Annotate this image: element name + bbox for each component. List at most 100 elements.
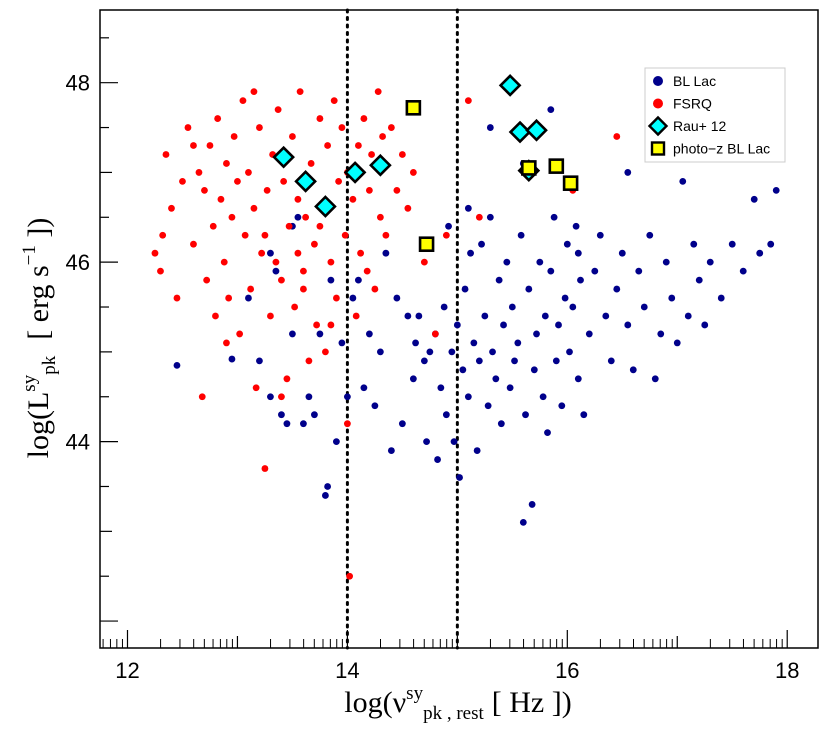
bl-lac-point	[245, 294, 252, 302]
fsrq-point	[393, 186, 401, 194]
fsrq-point	[225, 294, 233, 302]
legend-box	[644, 67, 786, 163]
bl-lac-point	[539, 393, 547, 401]
bl-lac-point	[486, 124, 494, 131]
bl-lac-point	[544, 429, 551, 437]
x-tick-label: 12	[115, 658, 139, 683]
bl-lac-point	[541, 312, 549, 320]
bl-lac-point	[283, 420, 291, 428]
bl-lac-point	[580, 411, 588, 419]
fsrq-point	[220, 258, 228, 266]
fsrq-point	[346, 572, 353, 580]
bl-lac-point	[343, 393, 351, 401]
bl-lac-point	[511, 357, 518, 365]
legend-marker-0	[653, 76, 663, 86]
legend-label: BL Lac	[673, 73, 716, 89]
fsrq-point	[250, 88, 258, 96]
plot-frame	[99, 9, 819, 649]
fsrq-point	[365, 186, 373, 194]
bl-lac-point	[577, 276, 584, 284]
photoz-bl-lac-point	[405, 100, 422, 116]
fsrq-point	[363, 267, 371, 275]
bl-lac-point	[492, 375, 500, 383]
bl-lac-point	[434, 456, 441, 463]
fsrq-point	[330, 97, 338, 105]
bl-lac-point	[360, 384, 368, 392]
bl-lac-point	[558, 402, 566, 410]
bl-lac-point	[475, 357, 483, 365]
bl-lac-point	[497, 420, 505, 428]
fsrq-point	[382, 231, 390, 239]
bl-lac-point	[613, 285, 621, 293]
bl-lac-point	[470, 339, 478, 347]
fsrq-point	[184, 124, 192, 131]
bl-lac-point	[481, 312, 489, 320]
bl-lac-point	[640, 303, 648, 311]
fsrq-point	[263, 186, 271, 194]
fsrq-point	[324, 142, 332, 149]
bl-lac-point	[547, 267, 555, 275]
y-label-superscript: sy	[19, 374, 40, 391]
x-label-prefix: log(	[344, 686, 392, 719]
bl-lac-point	[772, 186, 780, 194]
fsrq-point	[223, 339, 230, 347]
rau12-point	[369, 153, 392, 177]
fsrq-point	[327, 258, 335, 266]
bl-lac-point	[311, 411, 318, 419]
y-tick-label: 46	[66, 250, 90, 275]
fsrq-point	[162, 151, 170, 158]
photoz-bl-lac-point	[418, 236, 435, 253]
bl-lac-point	[300, 420, 307, 428]
fsrq-point	[228, 213, 236, 221]
fsrq-point	[258, 249, 266, 257]
bl-lac-point	[717, 294, 725, 302]
bl-lac-point	[574, 375, 582, 383]
fsrq-point	[206, 142, 214, 149]
fsrq-point	[168, 204, 175, 212]
bl-lac-point	[739, 267, 747, 275]
x-tick-label: 18	[775, 658, 799, 683]
x-axis-ticks: 12 14 16 18	[102, 630, 799, 683]
fsrq-point	[190, 240, 197, 248]
bl-lac-point	[448, 348, 456, 356]
series-photoz-bl-lac	[405, 100, 579, 253]
rau12-point	[272, 145, 295, 169]
bl-lac-point	[547, 106, 555, 114]
bl-lac-point	[701, 321, 709, 329]
bl-lac-point	[607, 357, 615, 365]
reference-lines	[345, 8, 459, 650]
series-bl-lac	[173, 106, 780, 526]
fsrq-point	[294, 195, 302, 203]
fsrq-point	[349, 195, 357, 203]
fsrq-point	[190, 142, 197, 149]
bl-lac-point	[550, 213, 558, 221]
fsrq-point	[464, 97, 472, 105]
bl-lac-point	[349, 294, 357, 302]
bl-lac-point	[673, 339, 681, 347]
bl-lac-point	[668, 294, 676, 302]
bl-lac-point	[495, 276, 503, 284]
x-tick-label: 14	[335, 658, 359, 683]
bl-lac-point	[450, 438, 458, 446]
bl-lac-point	[624, 169, 632, 176]
bl-lac-point	[333, 438, 340, 446]
bl-lac-point	[629, 366, 637, 374]
fsrq-point	[209, 222, 217, 230]
legend-marker-1	[653, 98, 663, 109]
bl-lac-point	[706, 258, 714, 266]
bl-lac-point	[533, 330, 540, 338]
fsrq-point	[278, 393, 285, 401]
bl-lac-point	[695, 276, 703, 284]
rau12-point	[508, 120, 532, 144]
fsrq-point	[300, 285, 307, 293]
y-axis-ticks: 44 46 48	[66, 37, 118, 622]
fsrq-point	[352, 312, 360, 320]
fsrq-point	[307, 160, 315, 167]
bl-lac-point	[464, 393, 472, 401]
fsrq-point	[157, 267, 164, 275]
bl-lac-point	[473, 447, 481, 454]
fsrq-point	[247, 285, 255, 293]
fsrq-point	[256, 124, 263, 131]
fsrq-point	[313, 321, 321, 329]
